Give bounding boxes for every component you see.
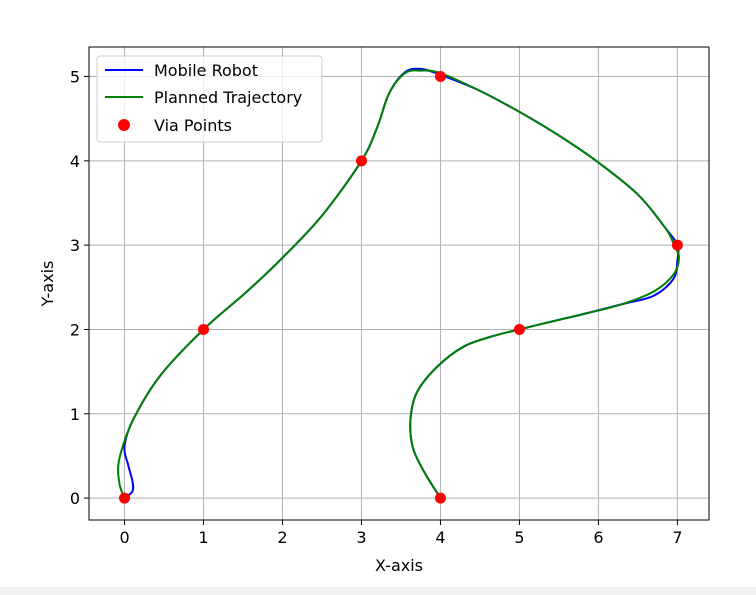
x-tick-label: 7 xyxy=(672,528,682,547)
axes-frame xyxy=(88,46,710,521)
x-tick-label: 1 xyxy=(198,528,208,547)
legend-box xyxy=(96,55,323,143)
x-axis-label: X-axis xyxy=(375,556,423,575)
via-point-marker xyxy=(513,323,525,335)
x-tick-label: 2 xyxy=(277,528,287,547)
y-tick-label: 3 xyxy=(70,236,80,255)
legend: Mobile Robot Planned Trajectory Via Poin… xyxy=(96,55,323,143)
y-tick-label: 0 xyxy=(70,489,80,508)
series-line-planned-trajectory xyxy=(117,69,680,499)
legend-label-mobile-robot: Mobile Robot xyxy=(154,61,258,80)
axis-ticks: 0 1 2 3 4 5 6 7 0 1 2 3 4 5 xyxy=(70,68,683,547)
via-point-marker xyxy=(434,492,446,504)
legend-label-via-points: Via Points xyxy=(154,116,232,135)
legend-swatch-via-points xyxy=(118,119,130,131)
via-point-marker xyxy=(355,155,367,167)
via-point-marker xyxy=(671,239,683,251)
x-tick-label: 5 xyxy=(514,528,524,547)
y-axis-label: Y-axis xyxy=(38,261,57,308)
plot-area xyxy=(117,67,683,504)
y-tick-label: 2 xyxy=(70,320,80,339)
x-tick-label: 6 xyxy=(593,528,603,547)
x-tick-label: 3 xyxy=(356,528,366,547)
via-point-marker xyxy=(119,492,131,504)
legend-label-planned-trajectory: Planned Trajectory xyxy=(154,88,302,107)
y-tick-label: 4 xyxy=(70,152,80,171)
bottom-strip xyxy=(0,587,756,595)
via-point-marker xyxy=(198,323,210,335)
x-tick-label: 0 xyxy=(119,528,129,547)
y-tick-label: 5 xyxy=(70,68,80,87)
y-tick-label: 1 xyxy=(70,405,80,424)
via-point-marker xyxy=(434,71,446,83)
x-tick-label: 4 xyxy=(435,528,445,547)
